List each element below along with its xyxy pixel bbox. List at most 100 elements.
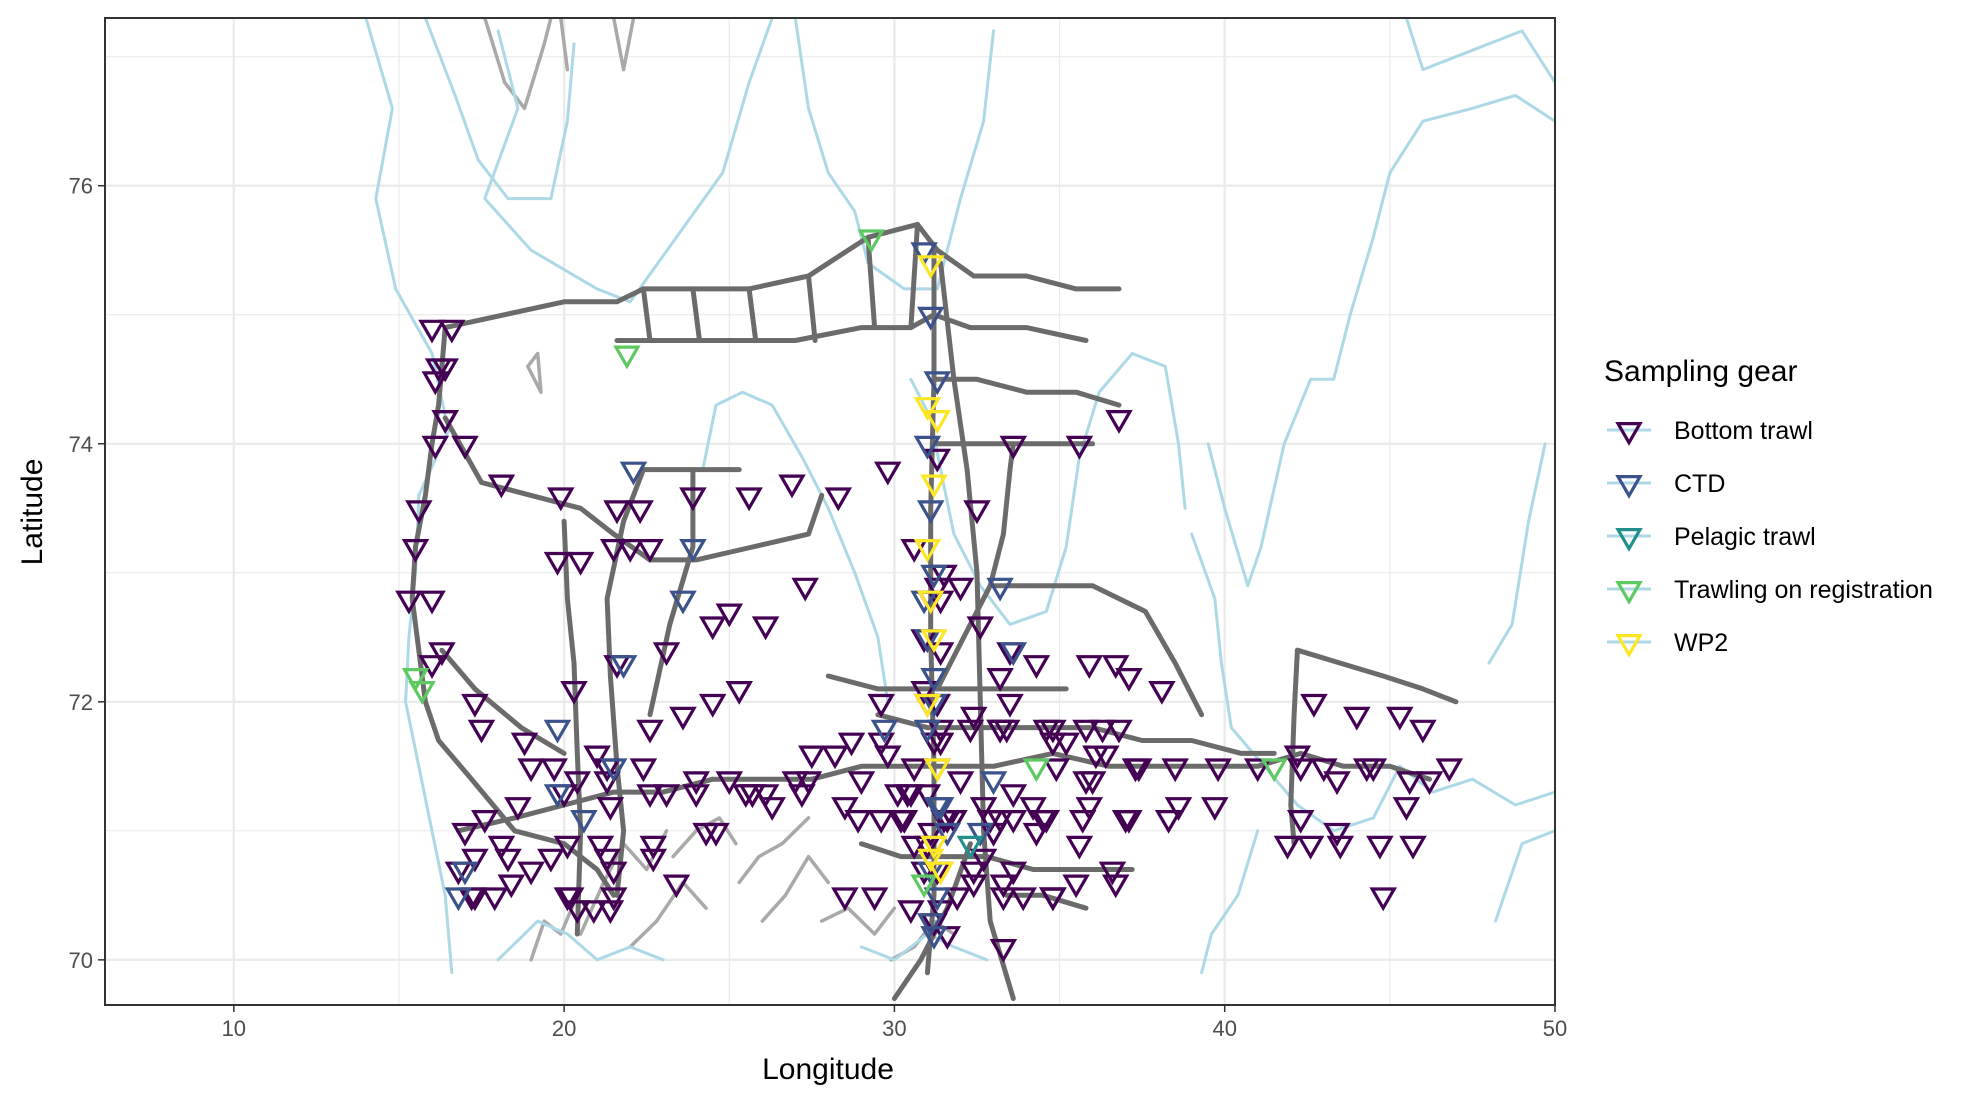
station-point-bottom-trawl <box>586 835 615 860</box>
station-point-bottom-trawl <box>461 848 489 873</box>
coastline-contour <box>1404 18 1555 84</box>
station-point-pelagic-trawl <box>956 835 985 860</box>
station-point-bottom-trawl <box>1366 835 1394 860</box>
legend-entry-trawling-on-registration: Trawling on registration <box>1607 576 1933 605</box>
station-point-wp2 <box>923 410 952 434</box>
station-point-bottom-trawl <box>1164 797 1193 821</box>
relief-contour <box>628 880 708 949</box>
station-point-bottom-trawl <box>999 861 1028 886</box>
relief-contour <box>737 816 811 885</box>
station-point-ctd <box>916 306 945 331</box>
station-point-bottom-trawl <box>831 797 859 821</box>
station-point-bottom-trawl <box>959 861 988 886</box>
station-point-bottom-trawl <box>451 435 479 460</box>
station-point-bottom-trawl <box>887 810 915 834</box>
station-point-bottom-trawl <box>867 693 895 718</box>
station-point-wp2 <box>923 758 952 783</box>
vessel-track <box>690 286 702 343</box>
station-point-bottom-trawl <box>418 319 446 344</box>
station-point-bottom-trawl <box>603 500 631 525</box>
station-point-bottom-trawl <box>1039 719 1067 744</box>
station-point-bottom-trawl <box>1369 887 1397 912</box>
station-point-bottom-trawl <box>1105 410 1133 434</box>
station-point-bottom-trawl <box>1101 655 1130 680</box>
station-point-ctd <box>870 719 899 744</box>
station-point-bottom-trawl <box>874 461 902 486</box>
x-tick-label: 10 <box>222 1016 246 1041</box>
station-point-bottom-trawl <box>1435 758 1464 783</box>
station-point-bottom-trawl <box>979 822 1008 847</box>
station-point-ctd <box>916 913 945 937</box>
station-point-bottom-trawl <box>1068 810 1097 834</box>
station-point-wp2 <box>913 397 942 422</box>
station-point-trawling-on-registration <box>857 229 886 254</box>
legend-entry-ctd: CTD <box>1607 470 1725 499</box>
legend-key-triangle <box>1615 475 1643 499</box>
vessel-track <box>1004 892 1089 911</box>
station-point-bottom-trawl <box>860 887 889 912</box>
station-point-bottom-trawl <box>916 822 945 847</box>
station-point-bottom-trawl <box>662 874 691 899</box>
station-point-ctd <box>986 577 1014 602</box>
station-point-bottom-trawl <box>438 319 466 344</box>
station-point-ctd <box>679 539 707 563</box>
station-point-bottom-trawl <box>1415 771 1444 796</box>
station-point-bottom-trawl <box>1019 797 1047 821</box>
station-point-bottom-trawl <box>599 861 628 886</box>
coastline-contour <box>1487 442 1547 665</box>
vessel-track <box>825 673 1069 692</box>
station-point-wp2 <box>920 474 948 499</box>
station-point-bottom-trawl <box>580 900 608 925</box>
station-point-bottom-trawl <box>1098 861 1127 886</box>
vessel-track <box>439 647 567 756</box>
station-point-bottom-trawl <box>926 719 955 744</box>
station-point-bottom-trawl <box>547 487 575 512</box>
station-point-bottom-trawl <box>725 681 753 705</box>
x-tick-label: 40 <box>1212 1016 1236 1041</box>
station-point-bottom-trawl <box>636 539 664 563</box>
legend-title: Sampling gear <box>1604 355 1797 388</box>
station-point-trawling-on-registration <box>1022 758 1051 783</box>
station-point-bottom-trawl <box>1029 810 1057 834</box>
station-point-bottom-trawl <box>1039 732 1067 757</box>
station-point-bottom-trawl <box>791 577 819 602</box>
station-point-bottom-trawl <box>1072 719 1100 744</box>
station-point-bottom-trawl <box>956 719 985 744</box>
station-point-bottom-trawl <box>794 771 823 796</box>
station-point-trawling-on-registration <box>401 668 430 692</box>
station-point-bottom-trawl <box>943 887 971 912</box>
vessel-track <box>614 312 1089 343</box>
vessel-track <box>455 763 937 834</box>
vessel-track <box>806 273 818 343</box>
station-point-bottom-trawl <box>1154 810 1183 834</box>
y-tick-label: 74 <box>69 432 93 457</box>
station-point-bottom-trawl <box>847 771 876 796</box>
relief-contour <box>526 351 543 394</box>
station-point-ctd <box>543 784 572 808</box>
station-point-bottom-trawl <box>715 771 744 796</box>
station-point-bottom-trawl <box>698 693 727 718</box>
station-point-bottom-trawl <box>1392 797 1421 821</box>
station-point-bottom-trawl <box>999 784 1028 808</box>
vessel-track <box>934 376 1122 408</box>
station-point-bottom-trawl <box>821 745 849 770</box>
station-point-bottom-trawl <box>900 835 928 860</box>
x-tick-label: 50 <box>1543 1016 1567 1041</box>
station-point-bottom-trawl <box>682 771 710 796</box>
station-point-ctd <box>543 719 572 744</box>
station-point-layer <box>395 229 1464 963</box>
station-point-bottom-trawl <box>560 681 588 705</box>
legend-label: CTD <box>1674 470 1725 498</box>
vessel-track-layer <box>409 221 1459 1001</box>
legend-key-triangle <box>1615 581 1643 605</box>
station-point-bottom-trawl <box>1115 668 1143 692</box>
station-point-bottom-trawl <box>1022 822 1051 847</box>
x-axis-title: Longitude <box>762 1053 894 1086</box>
station-point-bottom-trawl <box>583 745 611 770</box>
station-point-bottom-trawl <box>1296 835 1325 860</box>
coastline-contour <box>701 390 890 704</box>
station-point-ctd <box>933 822 962 847</box>
station-point-bottom-trawl <box>543 551 572 576</box>
station-point-bottom-trawl <box>471 810 499 834</box>
